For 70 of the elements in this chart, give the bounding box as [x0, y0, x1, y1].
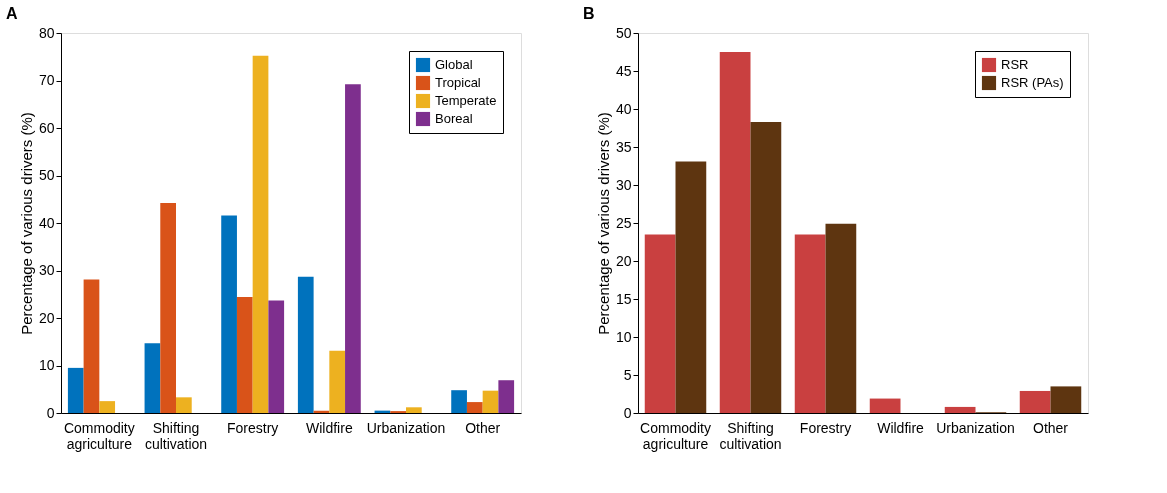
- bar: [252, 55, 269, 413]
- bar: [1019, 390, 1051, 413]
- y-tick-label: 80: [38, 24, 55, 41]
- y-tick-label: 40: [615, 100, 632, 117]
- legend-label: Tropical: [435, 75, 481, 90]
- bar: [451, 390, 467, 413]
- y-tick-label: 30: [38, 262, 55, 278]
- bar: [466, 402, 483, 413]
- bar: [794, 234, 826, 413]
- x-tick-label: Shifting cultivation: [719, 419, 782, 452]
- bar: [750, 121, 782, 413]
- legend-label: Global: [435, 57, 473, 72]
- bar: [644, 234, 676, 413]
- bar: [675, 161, 707, 413]
- x-tick-label: Commodity agriculture: [63, 419, 135, 452]
- y-tick-label: 10: [38, 357, 55, 373]
- y-axis-title: Percentage of various drivers (%): [17, 112, 35, 335]
- y-tick-label: 60: [38, 119, 55, 136]
- bar: [329, 350, 346, 413]
- bar: [345, 84, 361, 413]
- bar: [67, 367, 84, 413]
- bar: [99, 401, 116, 413]
- y-axis-title: Percentage of various drivers (%): [594, 112, 612, 335]
- y-tick-label: 20: [615, 252, 632, 269]
- chart-title: A: [6, 5, 18, 22]
- y-tick-label: 0: [623, 404, 632, 421]
- y-tick-label: 40: [38, 214, 55, 231]
- bar: [869, 398, 901, 413]
- bar: [406, 407, 422, 413]
- legend-label: Boreal: [435, 111, 473, 126]
- y-tick-label: 15: [615, 290, 632, 307]
- legend-label: RSR (PAs): [1001, 75, 1064, 90]
- y-tick-label: 25: [615, 214, 632, 231]
- bar: [825, 223, 857, 413]
- y-tick-label: 70: [38, 72, 55, 88]
- y-tick-label: 50: [38, 167, 55, 183]
- y-tick-label: 0: [46, 404, 55, 421]
- bar: [83, 279, 100, 413]
- bar: [719, 52, 751, 413]
- x-tick-label: Wildfire: [877, 419, 925, 436]
- legend-label: Temperate: [435, 93, 497, 108]
- y-tick-label: 45: [615, 62, 632, 79]
- bar: [160, 203, 176, 413]
- bar: [297, 276, 314, 413]
- bar: [1050, 386, 1082, 413]
- x-tick-label: Commodity agriculture: [640, 419, 711, 452]
- bar: [482, 390, 499, 413]
- bar: [944, 406, 976, 413]
- bar: [268, 300, 285, 413]
- y-tick-label: 30: [615, 176, 632, 193]
- bar: [176, 397, 192, 413]
- y-tick-label: 35: [615, 138, 632, 155]
- x-tick-label: Forestry: [799, 419, 852, 436]
- x-tick-label: Wildfire: [306, 419, 353, 436]
- chart-title: B: [583, 5, 595, 22]
- x-tick-label: Other: [1032, 419, 1069, 436]
- x-tick-label: Other: [465, 419, 501, 436]
- x-tick-label: Forestry: [226, 419, 279, 436]
- y-tick-label: 10: [615, 328, 632, 345]
- bar: [236, 297, 253, 413]
- x-tick-label: Urbanization: [936, 419, 1015, 436]
- y-tick-label: 20: [38, 309, 55, 326]
- y-tick-label: 50: [615, 24, 632, 41]
- bar: [144, 343, 161, 413]
- x-tick-label: Urbanization: [366, 419, 446, 436]
- x-tick-label: Shifting cultivation: [144, 419, 208, 452]
- y-tick-label: 5: [623, 366, 632, 383]
- bar: [221, 215, 237, 413]
- bar: [498, 380, 515, 413]
- legend-label: RSR: [1001, 57, 1029, 72]
